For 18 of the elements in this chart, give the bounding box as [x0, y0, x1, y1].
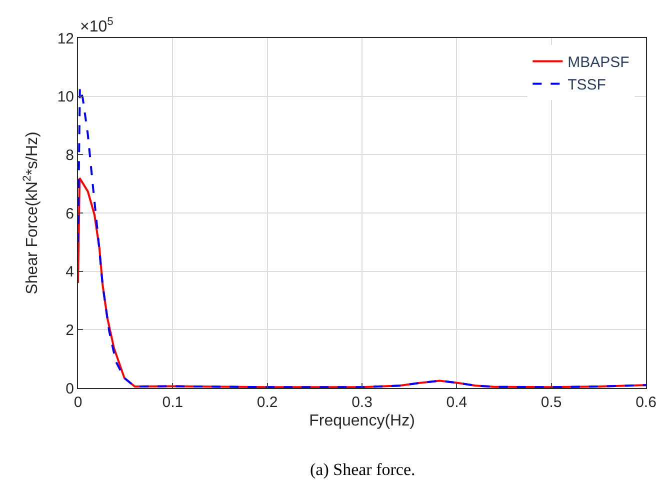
y-tick-label: 10	[57, 88, 74, 106]
y-tick-label: 4	[66, 264, 74, 281]
text: ×10$^{5}$	[80, 16, 114, 36]
x-tick-label: 0.4	[446, 394, 468, 411]
y-tick-label: 12	[57, 30, 74, 48]
x-tick-label: 0.3	[352, 394, 372, 411]
y-tick-label: 6	[66, 205, 74, 222]
x-tick-label: 0.1	[162, 394, 184, 411]
y-tick-label: 0	[66, 380, 74, 398]
y-tick-label: 2	[66, 322, 74, 339]
x-axis-title: Frequency(Hz)	[309, 412, 415, 430]
text: (a) Shear force.	[310, 460, 416, 479]
y-tick-label: 8	[66, 146, 74, 164]
legend-label: TSSF	[568, 76, 606, 94]
x-tick-label: 0.6	[636, 394, 656, 411]
x-tick-label: 0.5	[540, 394, 562, 411]
x-tick-label: 0.2	[256, 394, 278, 411]
legend-label: MBAPSF	[568, 54, 630, 72]
